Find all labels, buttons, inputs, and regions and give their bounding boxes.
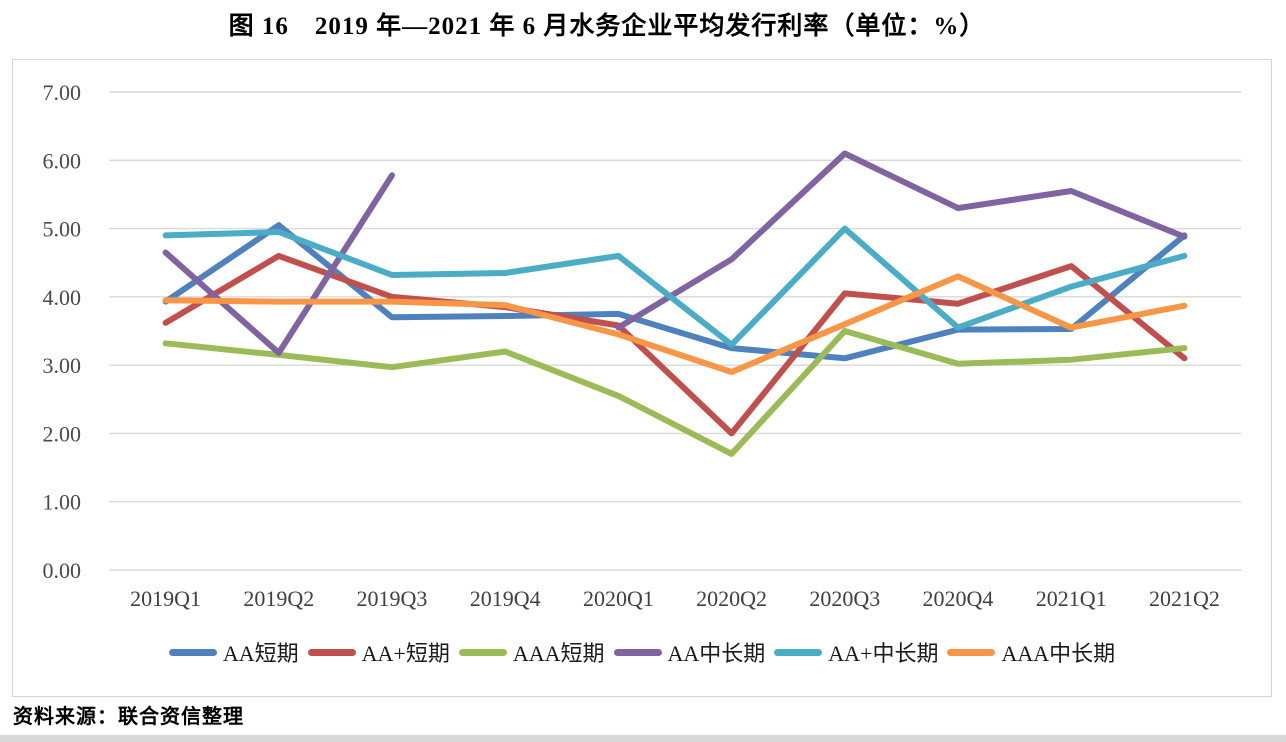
series-line-AA+短期 xyxy=(162,252,1188,437)
legend-item-AA短期: AA短期 xyxy=(168,636,299,668)
legend-swatch-icon xyxy=(613,648,662,656)
legend-item-AA+短期: AA+短期 xyxy=(307,636,450,668)
y-axis-tick-label: 4.00 xyxy=(43,285,82,310)
legend-label: AAA短期 xyxy=(512,641,605,666)
y-axis-tick-label: 7.00 xyxy=(43,80,82,105)
series-line-AA中长期 xyxy=(162,150,1188,356)
legend-label: AA+中长期 xyxy=(828,641,939,666)
legend-swatch-icon xyxy=(458,648,507,656)
y-axis-tick-label: 0.00 xyxy=(43,558,82,583)
bottom-scrollbar xyxy=(0,735,1286,742)
x-axis-tick-label: 2019Q3 xyxy=(357,586,428,611)
series-line-AA短期 xyxy=(162,222,1188,362)
legend-swatch-icon xyxy=(774,648,823,656)
legend-swatch-icon xyxy=(947,648,996,656)
y-axis-tick-label: 2.00 xyxy=(43,421,82,446)
y-axis-tick-label: 3.00 xyxy=(43,353,82,378)
series-line-AA+中长期 xyxy=(162,225,1188,348)
x-axis-tick-label: 2021Q1 xyxy=(1036,586,1107,611)
legend-label: AA中长期 xyxy=(667,641,766,666)
legend-label: AAA中长期 xyxy=(1001,641,1116,666)
x-axis-tick-label: 2021Q2 xyxy=(1149,586,1220,611)
y-axis-tick-label: 5.00 xyxy=(43,217,82,242)
x-axis-tick-label: 2020Q4 xyxy=(923,586,994,611)
x-axis-tick-label: 2019Q1 xyxy=(130,586,201,611)
x-axis-tick-label: 2019Q4 xyxy=(470,586,541,611)
legend-item-AA+中长期: AA+中长期 xyxy=(774,636,938,668)
legend-item-AAA短期: AAA短期 xyxy=(458,636,605,668)
chart-legend: AA短期 AA+短期 AAA短期 AA中长期 AA+中长期 AAA中长期 xyxy=(13,636,1271,668)
legend-label: AA+短期 xyxy=(361,641,450,666)
y-axis-tick-label: 1.00 xyxy=(43,490,82,515)
legend-swatch-icon xyxy=(307,648,356,656)
series-line-AAA中长期 xyxy=(162,273,1188,375)
x-axis-tick-label: 2020Q3 xyxy=(809,586,880,611)
source-note: 资料来源：联合资信整理 xyxy=(13,706,244,728)
series-line-AAA短期 xyxy=(162,328,1188,457)
legend-swatch-icon xyxy=(168,648,217,656)
y-axis-tick-label: 6.00 xyxy=(43,148,82,173)
legend-item-AAA中长期: AAA中长期 xyxy=(947,636,1115,668)
x-axis-tick-label: 2020Q2 xyxy=(696,586,767,611)
chart-title: 图 16 2019 年—2021 年 6 月水务企业平均发行利率（单位：%） xyxy=(228,13,986,40)
legend-item-AA中长期: AA中长期 xyxy=(613,636,766,668)
line-chart-svg: 0.00 1.00 2.00 3.00 4.00 5.00 6.00 7.00 2019Q1 20… xyxy=(43,80,1241,611)
x-axis-tick-label: 2019Q2 xyxy=(243,586,314,611)
legend-label: AA短期 xyxy=(222,641,299,666)
chart-panel: 0.00 1.00 2.00 3.00 4.00 5.00 6.00 7.00 2019Q1 20… xyxy=(12,59,1272,697)
x-axis-tick-label: 2020Q1 xyxy=(583,586,654,611)
